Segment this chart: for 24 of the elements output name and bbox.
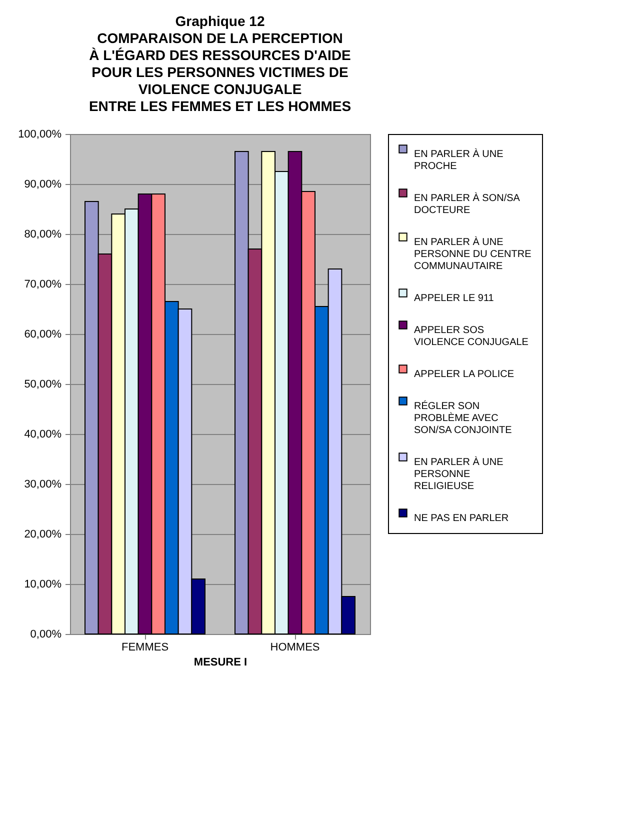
x-axis-title: MESURE I [194,656,248,668]
y-tick-label: 80,00% [24,228,62,240]
legend-label: RÉGLER SON PROBLÈME AVEC SON/SA CONJOINTE [414,400,512,436]
y-tick-label: 10,00% [24,578,62,590]
legend-label: EN PARLER À UNE PERSONNE RELIGIEUSE [414,456,504,492]
x-tick-label: HOMMES [270,642,320,654]
y-tick-label: 30,00% [24,478,62,490]
legend-label: APPELER SOS VIOLENCE CONJUGALE [414,325,529,348]
y-tick-label: 20,00% [24,528,62,540]
y-tick-label: 0,00% [30,628,62,640]
legend-label: APPELER LE 911 [414,293,494,304]
legend-label: APPELER LA POLICE [414,369,514,380]
y-tick-label: 90,00% [24,178,62,190]
legend-label: EN PARLER À SON/SA DOCTEURE [414,192,520,216]
chart-title: Graphique 12 COMPARAISON DE LA PERCEPTION À L'ÉGARD DES RESSOURCES D'AIDE POUR LES PERSONNES VICTIMES DE VIOLENCE CONJUGALE ENTRE LES FEMMES ET LES HOMMES [88,13,352,114]
legend-label: EN PARLER À UNE PROCHE [414,148,504,172]
legend-label: NE PAS EN PARLER [414,513,509,524]
y-tick-label: 100,00% [18,128,62,140]
x-tick-label: FEMMES [121,642,169,654]
y-tick-label: 70,00% [24,278,62,290]
y-tick-label: 40,00% [24,428,62,440]
y-tick-label: 60,00% [24,328,62,340]
legend-label: EN PARLER À UNE PERSONNE DU CENTRE COMMUNAUTAIRE [414,236,532,272]
y-tick-label: 50,00% [24,378,62,390]
